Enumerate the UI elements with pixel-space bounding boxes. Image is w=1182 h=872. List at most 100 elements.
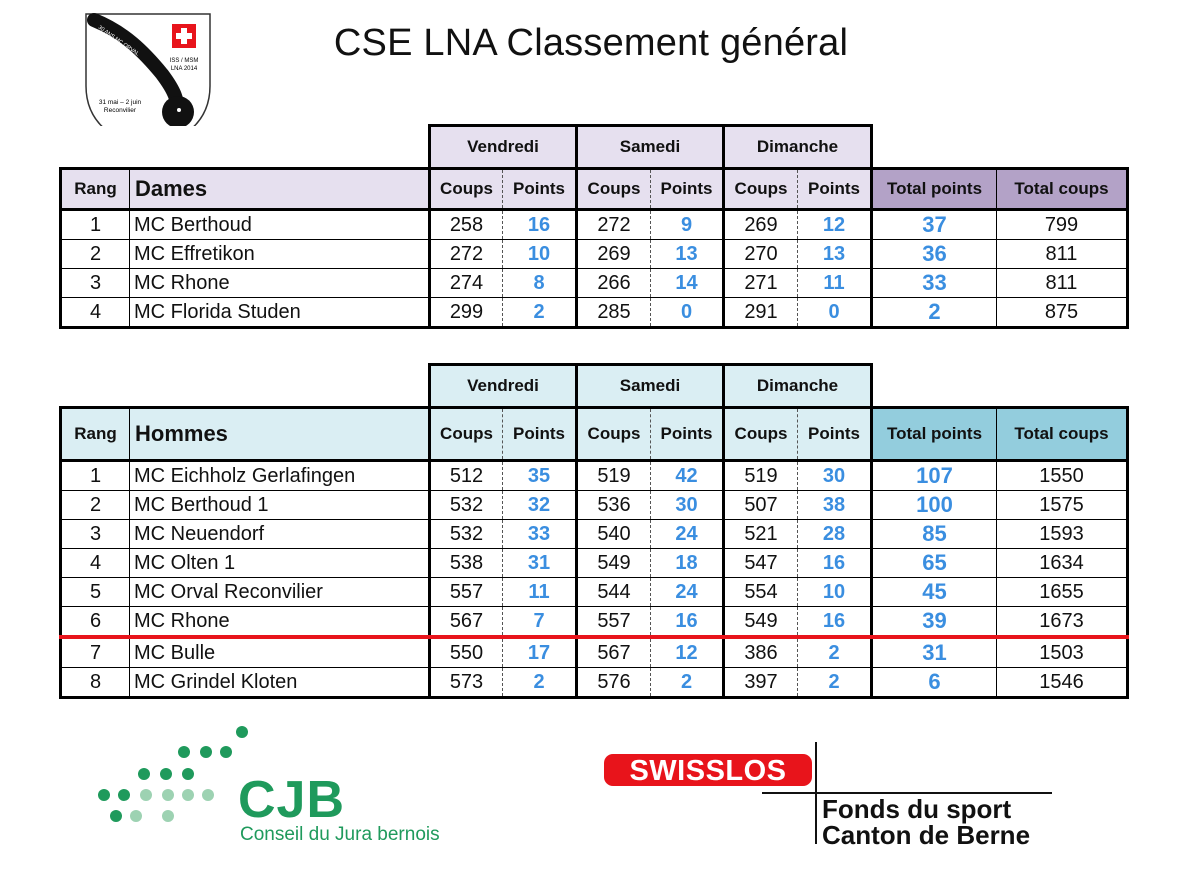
divider-horizontal <box>762 792 1052 794</box>
rank-cell: 7 <box>59 637 130 668</box>
coups-cell: 519 <box>722 460 798 491</box>
logo-dates: 31 mai – 2 juin <box>99 99 142 106</box>
points-cell: 12 <box>650 637 724 668</box>
col-coups: Coups <box>722 167 798 211</box>
logo-place: Reconvilier <box>104 107 137 114</box>
coups-cell: 550 <box>428 637 503 668</box>
col-total-points: Total points <box>870 406 997 462</box>
team-name-cell: MC Neuendorf <box>129 519 430 549</box>
swisslos-logo: SWISSLOS <box>604 754 812 787</box>
points-cell: 13 <box>650 239 724 269</box>
coups-cell: 521 <box>722 519 798 549</box>
team-name-cell: MC Rhone <box>129 606 430 639</box>
points-cell: 2 <box>502 297 577 329</box>
col-rang: Rang <box>59 167 130 211</box>
total-coups-cell: 811 <box>996 268 1129 298</box>
rank-cell: 3 <box>59 519 130 549</box>
rank-cell: 1 <box>59 209 130 240</box>
total-points-cell: 33 <box>870 268 997 298</box>
col-points: Points <box>502 406 577 462</box>
table-row: 4 MC Olten 1 538 31 549 18 547 16 65 1634 <box>59 548 1129 578</box>
total-coups-cell: 875 <box>996 297 1129 329</box>
table-row: 1 MC Berthoud 258 16 272 9 269 12 37 799 <box>59 209 1129 240</box>
day-header-dimanche: Dimanche <box>722 124 873 169</box>
coups-cell: 258 <box>428 209 503 240</box>
coups-cell: 549 <box>722 606 798 639</box>
points-cell: 0 <box>650 297 724 329</box>
fonds-line2: Canton de Berne <box>822 820 1031 850</box>
total-coups-cell: 1655 <box>996 577 1129 607</box>
table-row: 3 MC Rhone 274 8 266 14 271 11 33 811 <box>59 268 1129 298</box>
points-cell: 11 <box>502 577 577 607</box>
coups-cell: 557 <box>575 606 651 639</box>
rank-cell: 6 <box>59 606 130 639</box>
col-coups: Coups <box>575 167 651 211</box>
col-rang: Rang <box>59 406 130 462</box>
total-coups-cell: 1593 <box>996 519 1129 549</box>
points-cell: 2 <box>797 637 872 668</box>
points-cell: 30 <box>650 490 724 520</box>
coups-cell: 270 <box>722 239 798 269</box>
points-cell: 13 <box>797 239 872 269</box>
table-row: 2 MC Effretikon 272 10 269 13 270 13 36 811 <box>59 239 1129 269</box>
coups-cell: 512 <box>428 460 503 491</box>
points-cell: 38 <box>797 490 872 520</box>
day-header-samedi: Samedi <box>575 124 725 169</box>
rank-cell: 4 <box>59 548 130 578</box>
points-cell: 17 <box>502 637 577 668</box>
table-row: 8 MC Grindel Kloten 573 2 576 2 397 2 6 1546 <box>59 667 1129 699</box>
coups-cell: 547 <box>722 548 798 578</box>
logo-event: ISS / MSM <box>170 58 199 64</box>
coups-cell: 291 <box>722 297 798 329</box>
points-cell: 32 <box>502 490 577 520</box>
page-title: CSE LNA Classement général <box>333 22 849 64</box>
coups-cell: 532 <box>428 490 503 520</box>
coups-cell: 576 <box>575 667 651 699</box>
team-name-cell: MC Orval Reconvilier <box>129 577 430 607</box>
table-row: 5 MC Orval Reconvilier 557 11 544 24 554 10 45 16… <box>59 577 1129 607</box>
total-points-cell: 107 <box>870 460 997 491</box>
coups-cell: 536 <box>575 490 651 520</box>
coups-cell: 271 <box>722 268 798 298</box>
points-cell: 28 <box>797 519 872 549</box>
team-name-cell: MC Grindel Kloten <box>129 667 430 699</box>
coups-cell: 567 <box>428 606 503 639</box>
col-total-coups: Total coups <box>996 167 1129 211</box>
coups-cell: 272 <box>575 209 651 240</box>
coups-cell: 573 <box>428 667 503 699</box>
points-cell: 12 <box>797 209 872 240</box>
total-points-cell: 36 <box>870 239 997 269</box>
points-cell: 16 <box>797 548 872 578</box>
total-coups-cell: 1503 <box>996 637 1129 668</box>
coups-cell: 272 <box>428 239 503 269</box>
col-points: Points <box>797 406 872 462</box>
team-name-cell: MC Effretikon <box>129 239 430 269</box>
points-cell: 10 <box>797 577 872 607</box>
col-total-points: Total points <box>870 167 997 211</box>
rank-cell: 3 <box>59 268 130 298</box>
points-cell: 18 <box>650 548 724 578</box>
total-points-cell: 2 <box>870 297 997 329</box>
day-header-dimanche: Dimanche <box>722 363 873 408</box>
coups-cell: 285 <box>575 297 651 329</box>
coups-cell: 557 <box>428 577 503 607</box>
total-points-cell: 39 <box>870 606 997 639</box>
points-cell: 2 <box>797 667 872 699</box>
rank-cell: 5 <box>59 577 130 607</box>
coups-cell: 519 <box>575 460 651 491</box>
points-cell: 16 <box>797 606 872 639</box>
col-points: Points <box>797 167 872 211</box>
points-cell: 16 <box>650 606 724 639</box>
points-cell: 2 <box>502 667 577 699</box>
cjb-subtitle: Conseil du Jura bernois <box>240 824 440 845</box>
team-name-cell: MC Eichholz Gerlafingen <box>129 460 430 491</box>
total-points-cell: 37 <box>870 209 997 240</box>
coups-cell: 532 <box>428 519 503 549</box>
points-cell: 10 <box>502 239 577 269</box>
col-coups: Coups <box>575 406 651 462</box>
total-points-cell: 65 <box>870 548 997 578</box>
coups-cell: 544 <box>575 577 651 607</box>
coups-cell: 386 <box>722 637 798 668</box>
col-coups: Coups <box>722 406 798 462</box>
points-cell: 16 <box>502 209 577 240</box>
